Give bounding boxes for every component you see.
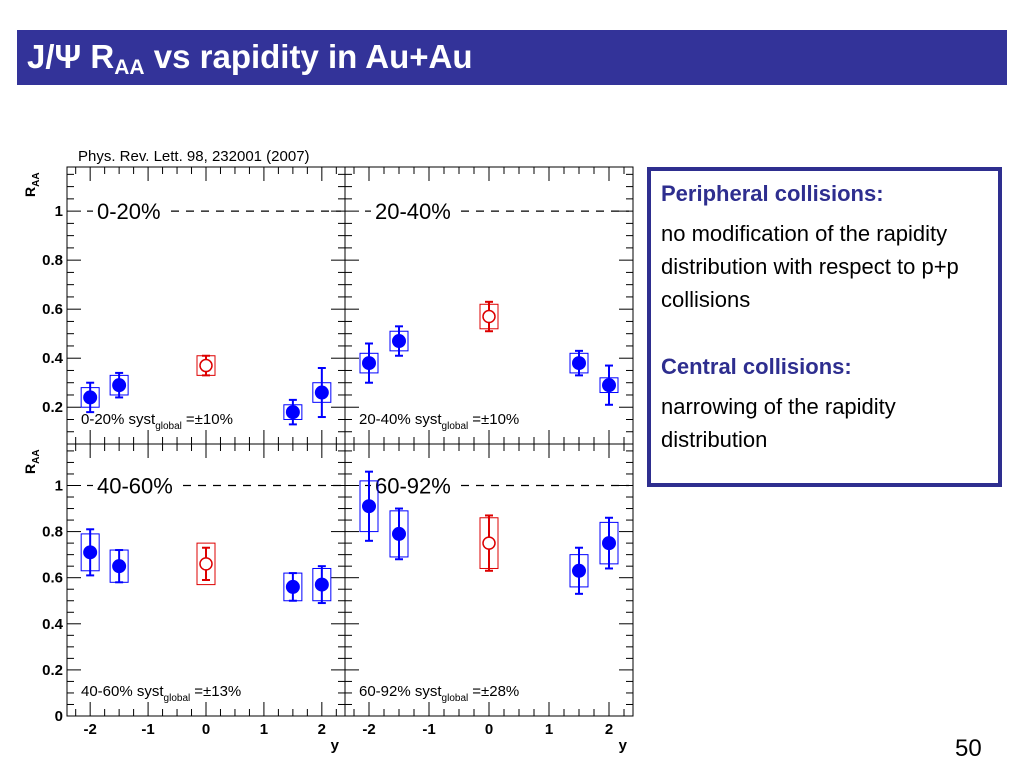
panel-60-92%: -2 -1 0 1 2y 60-92% 60-92% systglobal =±28%: [344, 443, 634, 754]
figure-citation: Phys. Rev. Lett. 98, 232001 (2007): [78, 148, 310, 165]
y-tick-label: 0.6: [42, 570, 63, 587]
data-point-filled: [285, 405, 300, 420]
x-tick-label: 0: [485, 721, 493, 738]
data-point-filled: [572, 356, 586, 371]
title-rest: vs rapidity in Au+Au: [144, 38, 473, 75]
systematic-box: [196, 542, 216, 586]
y-tick-label: 1: [55, 203, 63, 220]
data-point-filled: [392, 526, 406, 541]
x-tick-label: 1: [260, 721, 268, 738]
panel-label: 20-40%: [375, 199, 451, 224]
y-tick-label: 1: [55, 477, 63, 494]
data-point-filled: [362, 499, 376, 514]
y-axis-label: RAA: [22, 449, 42, 474]
y-tick-label: 0.6: [42, 301, 63, 318]
x-axis-label: y: [331, 737, 340, 754]
x-axis-label: y: [619, 737, 628, 754]
y-tick-label: 0.4: [42, 350, 64, 367]
panel-20-40%: 20-40% 20-40% systglobal =±10%: [344, 166, 634, 445]
y-tick-label: 0.8: [42, 524, 63, 541]
data-point-filled: [83, 390, 98, 405]
data-point-open: [482, 309, 496, 324]
slide-title: J/Ψ RAA vs rapidity in Au+Au: [27, 38, 473, 80]
data-point-filled: [112, 378, 127, 393]
data-point-open: [199, 358, 213, 373]
data-point-open: [199, 557, 213, 571]
y-tick-label: 0: [55, 708, 63, 725]
y-tick-label: 0.2: [42, 399, 63, 416]
data-point-filled: [392, 334, 406, 349]
data-point-open: [482, 536, 496, 550]
title-subscript: AA: [114, 56, 145, 79]
syst-label: 60-92% systglobal =±28%: [359, 683, 519, 704]
x-tick-label: 1: [545, 721, 553, 738]
syst-value: =±10%: [472, 411, 519, 428]
central-heading: Central collisions:: [661, 354, 852, 379]
data-point-filled: [83, 545, 98, 560]
data-point-filled: [314, 385, 329, 400]
data-point-filled: [602, 536, 616, 551]
syst-label-sub: global: [442, 693, 469, 704]
peripheral-text: no modification of the rapidity distribu…: [661, 221, 959, 312]
y-axis-label-sub: AA: [31, 172, 42, 186]
y-tick-label: 0.4: [42, 616, 64, 633]
x-tick-label: 2: [318, 721, 326, 738]
x-tick-label: -2: [83, 721, 96, 738]
y-axis-label: RAA: [22, 172, 42, 197]
x-tick-label: -1: [422, 721, 435, 738]
syst-label-sub: global: [155, 421, 182, 432]
x-tick-label: 2: [605, 721, 613, 738]
panel-40-60%: 0 0.2 0.4 0.6 0.8 1 RAA -2 -1 0 1 2y 40-60% 40-60% sy…: [22, 443, 346, 754]
syst-label: 40-60% systglobal =±13%: [81, 683, 241, 704]
y-tick-label: 0.2: [42, 662, 63, 679]
panel-label: 40-60%: [97, 473, 173, 498]
central-text: narrowing of the rapidity distribution: [661, 394, 896, 452]
x-tick-label: 0: [202, 721, 210, 738]
data-point-filled: [572, 563, 586, 578]
data-point-filled: [314, 577, 329, 592]
syst-value: =±10%: [186, 411, 233, 428]
data-point-filled: [285, 579, 300, 594]
data-point-filled: [362, 356, 376, 371]
data-point-filled: [602, 378, 616, 393]
syst-label: 0-20% systglobal =±10%: [81, 411, 233, 432]
y-tick-label: 0.8: [42, 252, 63, 269]
title-bar: J/Ψ RAA vs rapidity in Au+Au: [17, 30, 1007, 85]
panel-label: 0-20%: [97, 199, 161, 224]
info-box: Peripheral collisions: no modification o…: [647, 167, 1002, 487]
syst-value: =±13%: [194, 683, 241, 700]
syst-label-sub: global: [442, 421, 469, 432]
panel-label: 60-92%: [375, 473, 451, 498]
title-main: J/Ψ R: [27, 38, 115, 75]
syst-label: 20-40% systglobal =±10%: [359, 411, 519, 432]
y-axis-label-sub: AA: [31, 449, 42, 463]
peripheral-heading: Peripheral collisions:: [661, 181, 884, 206]
x-tick-label: -2: [362, 721, 375, 738]
syst-value: =±28%: [472, 683, 519, 700]
x-tick-label: -1: [141, 721, 154, 738]
data-point-filled: [112, 559, 127, 574]
syst-label-sub: global: [164, 693, 191, 704]
page-number: 50: [955, 735, 982, 762]
